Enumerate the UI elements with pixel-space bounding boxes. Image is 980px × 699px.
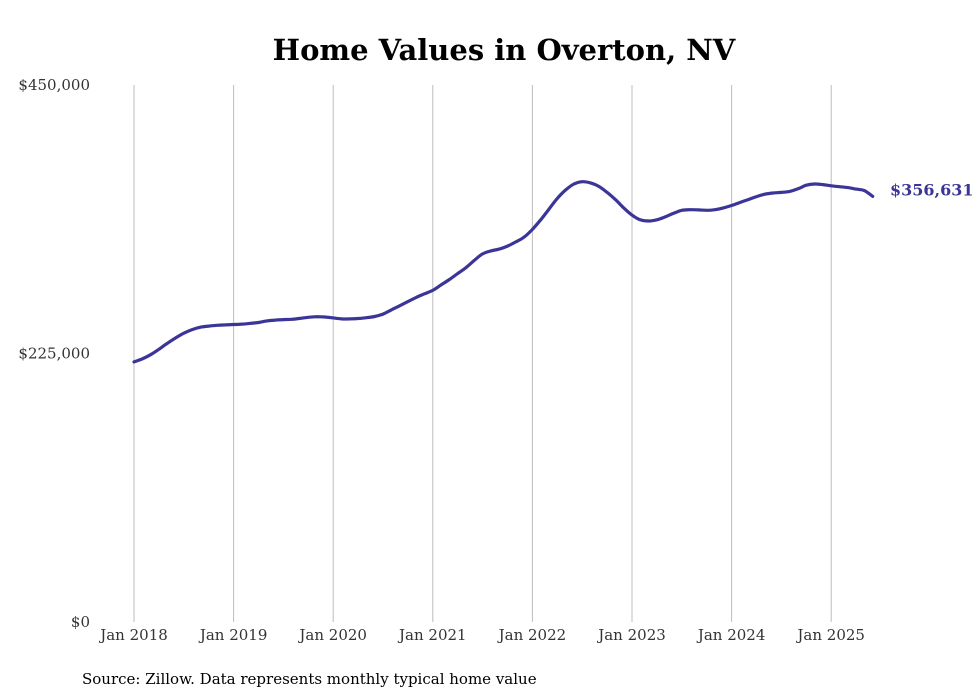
y-axis-ticks: $0 $225,000 $450,000 <box>18 76 90 631</box>
source-note: Source: Zillow. Data represents monthly … <box>82 670 537 688</box>
x-tick-label: Jan 2024 <box>696 626 766 644</box>
end-value-label: $356,631 <box>890 180 974 199</box>
x-tick-label: Jan 2023 <box>596 626 666 644</box>
x-tick-label: Jan 2022 <box>497 626 567 644</box>
x-tick-label: Jan 2020 <box>297 626 367 644</box>
y-tick-label: $225,000 <box>18 345 90 363</box>
y-tick-label: $0 <box>71 613 90 631</box>
series-line-home-value <box>132 180 875 364</box>
x-tick-label: Jan 2018 <box>98 626 168 644</box>
x-axis-ticks: Jan 2018 Jan 2019 Jan 2020 Jan 2021 Jan 2022… <box>98 626 865 644</box>
x-tick-label: Jan 2019 <box>198 626 268 644</box>
y-tick-label: $450,000 <box>18 76 90 94</box>
x-tick-label: Jan 2021 <box>397 626 467 644</box>
x-tick-label: Jan 2025 <box>795 626 865 644</box>
chart-title: Home Values in Overton, NV <box>273 33 736 67</box>
gridlines <box>133 85 832 622</box>
